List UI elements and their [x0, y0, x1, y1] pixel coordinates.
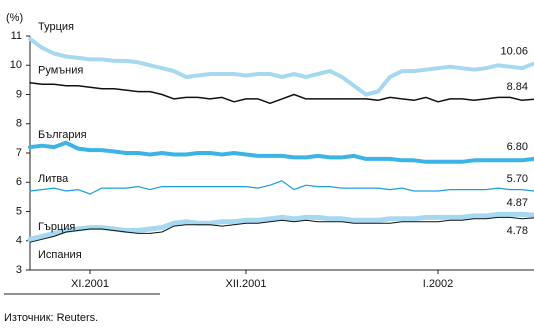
series-label: Испания	[38, 249, 82, 261]
series-line	[29, 180, 534, 195]
y-tick-label: 10	[10, 59, 22, 71]
series-line	[28, 36, 534, 97]
end-value-label: 4.87	[507, 197, 528, 209]
end-value-label: 4.78	[507, 225, 528, 237]
series-line	[29, 82, 534, 105]
series-label: Турция	[38, 21, 74, 33]
series-line	[28, 140, 534, 164]
x-tick-label: I.2002	[423, 278, 454, 290]
y-tick-label: 5	[16, 205, 22, 217]
y-tick-label: 11	[11, 30, 22, 42]
end-value-label: 8.84	[507, 81, 528, 93]
series-line	[29, 216, 534, 243]
series-line	[27, 211, 534, 242]
x-tick-label: XI.2001	[71, 278, 109, 290]
y-tick-label: 4	[16, 235, 22, 247]
y-axis-label: (%)	[6, 12, 23, 24]
y-tick-label: 3	[16, 264, 22, 276]
end-value-label: 6.80	[507, 141, 528, 153]
source: Източник: Reuters.	[4, 312, 98, 324]
y-tick-label: 9	[16, 88, 22, 100]
end-value-label: 10.06	[500, 45, 528, 57]
x-tick-label: XII.2001	[226, 278, 267, 290]
series-label: България	[38, 129, 87, 141]
end-value-label: 5.70	[507, 173, 528, 185]
y-tick-label: 7	[16, 147, 22, 159]
y-tick-label: 6	[16, 176, 22, 188]
series-label: Румъния	[38, 65, 83, 77]
series-label: Литва	[38, 173, 69, 185]
series-label: Гърция	[38, 221, 75, 233]
y-tick-label: 8	[16, 118, 22, 130]
